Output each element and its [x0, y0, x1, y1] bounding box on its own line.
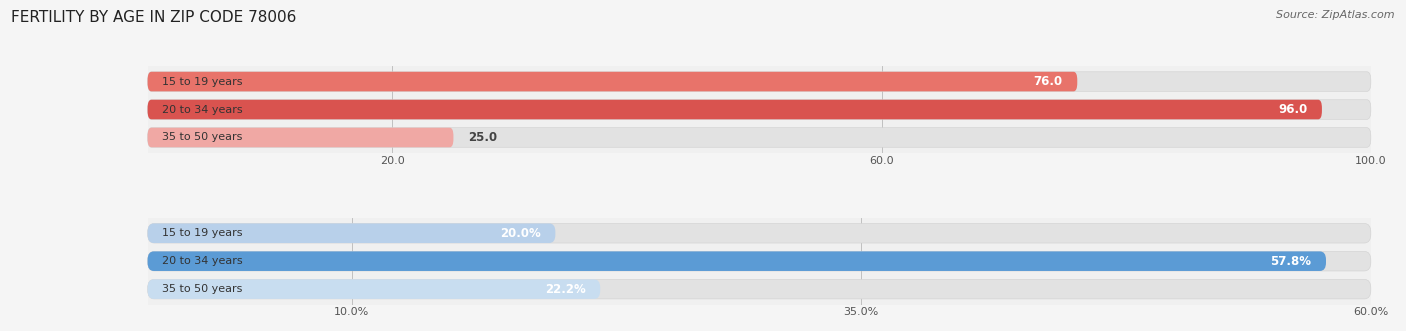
Text: 15 to 19 years: 15 to 19 years: [162, 228, 243, 238]
Text: 35 to 50 years: 35 to 50 years: [162, 284, 243, 294]
Text: FERTILITY BY AGE IN ZIP CODE 78006: FERTILITY BY AGE IN ZIP CODE 78006: [11, 10, 297, 25]
Text: 20.0%: 20.0%: [501, 227, 541, 240]
FancyBboxPatch shape: [148, 279, 600, 299]
FancyBboxPatch shape: [148, 72, 1371, 91]
Text: 20 to 34 years: 20 to 34 years: [162, 105, 243, 115]
FancyBboxPatch shape: [148, 223, 555, 243]
FancyBboxPatch shape: [148, 72, 1077, 91]
Text: 96.0: 96.0: [1278, 103, 1308, 116]
Text: 20 to 34 years: 20 to 34 years: [162, 256, 243, 266]
Text: 35 to 50 years: 35 to 50 years: [162, 132, 243, 142]
Text: 25.0: 25.0: [468, 131, 498, 144]
FancyBboxPatch shape: [148, 223, 1371, 243]
FancyBboxPatch shape: [148, 279, 1371, 299]
Text: 15 to 19 years: 15 to 19 years: [162, 76, 243, 87]
Text: 22.2%: 22.2%: [544, 283, 585, 296]
FancyBboxPatch shape: [148, 128, 453, 147]
FancyBboxPatch shape: [148, 128, 1371, 147]
Text: Source: ZipAtlas.com: Source: ZipAtlas.com: [1277, 10, 1395, 20]
FancyBboxPatch shape: [148, 252, 1326, 271]
Text: 76.0: 76.0: [1033, 75, 1063, 88]
FancyBboxPatch shape: [148, 100, 1371, 119]
Text: 57.8%: 57.8%: [1270, 255, 1312, 268]
FancyBboxPatch shape: [148, 100, 1322, 119]
FancyBboxPatch shape: [148, 252, 1371, 271]
